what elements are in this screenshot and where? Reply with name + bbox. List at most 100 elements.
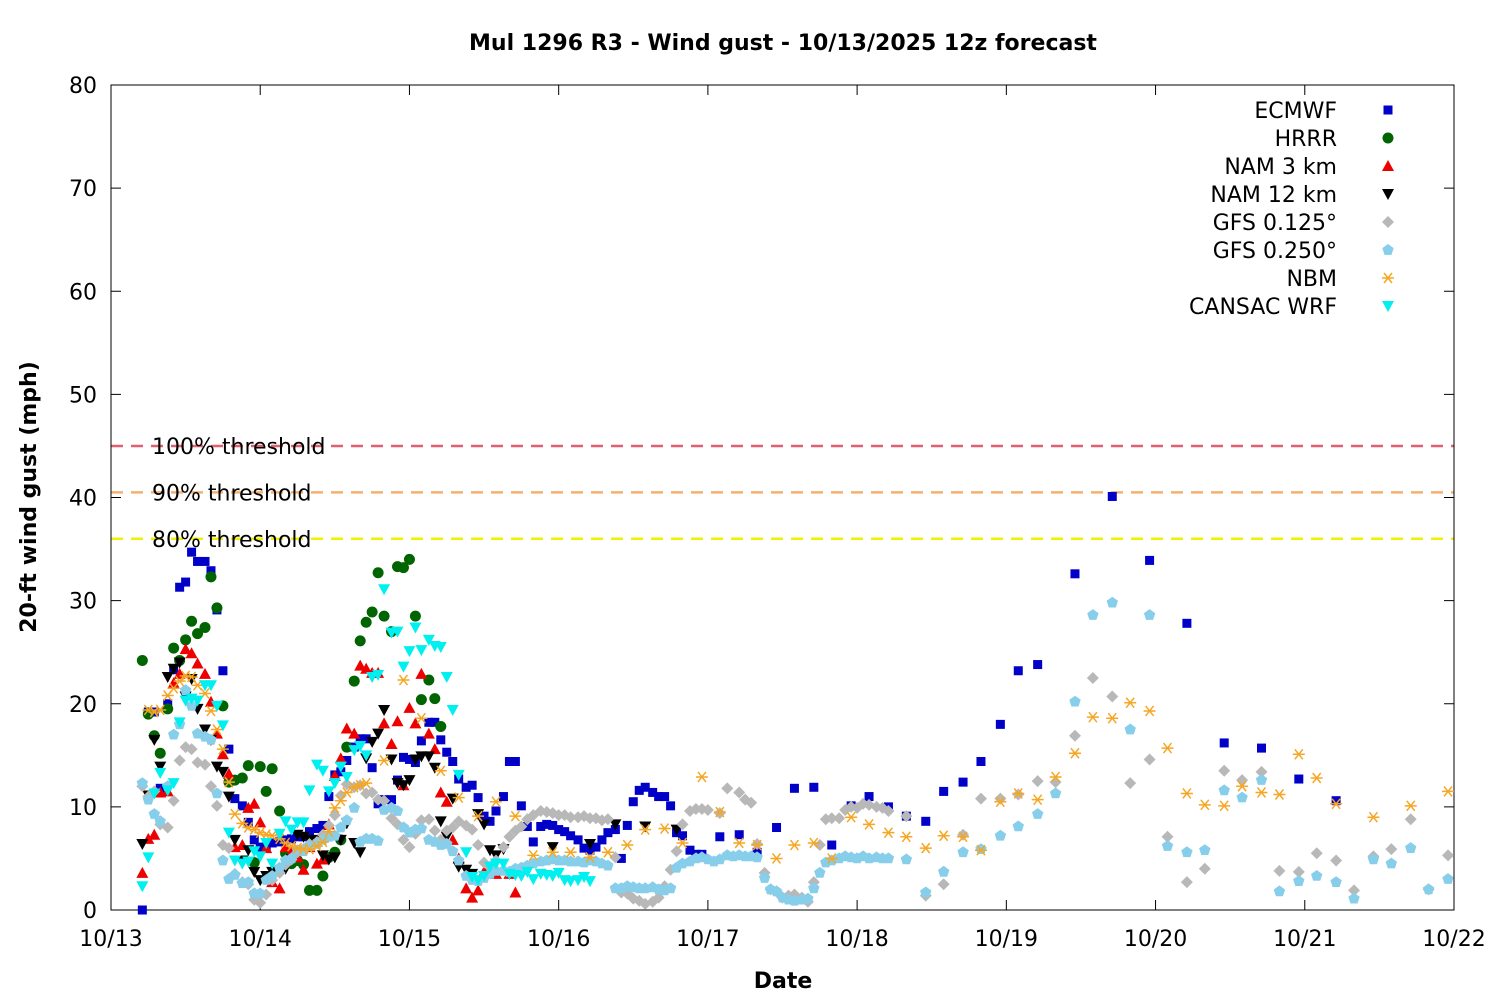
data-point — [216, 748, 229, 760]
data-point — [199, 758, 212, 771]
data-point — [1143, 705, 1156, 717]
data-point — [429, 693, 441, 705]
data-point — [1385, 857, 1397, 869]
data-point — [162, 703, 174, 715]
data-point — [1442, 873, 1454, 884]
x-tick-label: 10/18 — [825, 927, 888, 952]
data-point — [334, 761, 347, 773]
data-point — [440, 831, 453, 843]
data-point — [179, 684, 192, 696]
data-point — [1273, 864, 1286, 877]
data-point — [173, 657, 186, 669]
data-point — [634, 785, 644, 795]
data-point — [428, 824, 441, 837]
legend-label: NAM 12 km — [1210, 183, 1337, 208]
data-point — [255, 842, 265, 852]
data-point — [254, 887, 266, 899]
data-point — [173, 717, 186, 729]
data-point — [564, 811, 577, 824]
data-point — [825, 852, 838, 864]
data-point — [192, 628, 204, 640]
legend-marker — [1382, 272, 1394, 284]
data-point — [348, 727, 361, 739]
data-point — [1106, 690, 1119, 703]
data-point — [770, 885, 783, 897]
data-point — [316, 850, 329, 862]
data-point — [602, 859, 614, 871]
data-point — [591, 842, 601, 852]
data-point — [366, 736, 379, 748]
data-point — [248, 866, 261, 878]
data-point — [1086, 671, 1099, 684]
data-point — [1013, 666, 1023, 676]
data-point — [1255, 786, 1268, 798]
data-point — [460, 882, 473, 894]
data-point — [249, 835, 259, 845]
y-tick-label: 40 — [69, 487, 97, 512]
data-point — [322, 786, 335, 798]
data-point — [485, 816, 495, 826]
data-point — [266, 870, 278, 881]
data-point — [472, 884, 485, 896]
data-point — [136, 866, 149, 878]
data-point — [473, 793, 483, 803]
data-point — [273, 828, 286, 840]
data-point — [751, 839, 764, 851]
data-point — [660, 792, 670, 802]
data-point — [1012, 820, 1024, 832]
data-point — [528, 837, 538, 847]
data-point — [921, 816, 931, 826]
data-point — [1180, 788, 1193, 799]
data-point — [422, 751, 435, 763]
data-point — [436, 735, 446, 745]
data-point — [254, 761, 266, 773]
data-point — [509, 886, 522, 898]
data-point — [322, 826, 335, 838]
data-point — [422, 634, 435, 646]
data-point — [515, 820, 528, 833]
legend-marker — [1382, 132, 1394, 144]
data-point — [666, 801, 676, 811]
data-point — [447, 845, 459, 857]
data-point — [1255, 774, 1268, 785]
data-point — [715, 832, 725, 842]
data-point — [1311, 870, 1323, 881]
data-point — [260, 785, 272, 797]
data-point — [199, 621, 211, 633]
data-point — [1161, 830, 1174, 843]
data-point — [340, 771, 353, 783]
data-point — [415, 667, 428, 679]
data-point — [1031, 775, 1044, 788]
x-tick-label: 10/22 — [1422, 927, 1485, 952]
data-point — [391, 805, 404, 816]
data-point — [415, 645, 428, 657]
data-point — [173, 675, 186, 687]
data-point — [254, 896, 267, 909]
data-point — [311, 884, 323, 896]
data-point — [385, 737, 398, 749]
data-point — [1218, 764, 1231, 777]
data-point — [242, 760, 254, 772]
data-point — [733, 837, 746, 849]
data-point — [204, 780, 217, 793]
data-point — [440, 795, 453, 807]
data-point — [434, 786, 447, 798]
data-point — [1182, 618, 1192, 628]
data-point — [360, 662, 373, 674]
data-point — [515, 870, 528, 882]
data-point — [1124, 777, 1137, 790]
y-axis-label: 20-ft wind gust (mph) — [17, 361, 42, 633]
data-point — [378, 584, 391, 596]
data-point — [609, 851, 622, 864]
data-point — [974, 792, 987, 805]
data-point — [397, 674, 410, 686]
data-point — [199, 667, 212, 679]
data-point — [504, 757, 514, 766]
data-point — [191, 695, 204, 707]
data-point — [1143, 753, 1156, 766]
data-point — [187, 547, 197, 557]
x-tick-label: 10/21 — [1273, 927, 1336, 952]
data-point — [789, 783, 799, 793]
data-point — [422, 727, 435, 739]
data-point — [1181, 846, 1193, 858]
